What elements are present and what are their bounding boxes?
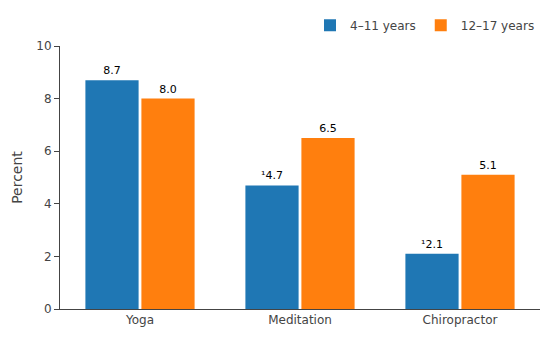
svg-text:0: 0 — [44, 302, 52, 316]
svg-text:Yoga: Yoga — [125, 313, 154, 327]
svg-text:4–11 years: 4–11 years — [350, 19, 416, 33]
svg-text:Chiropractor: Chiropractor — [423, 313, 498, 327]
svg-text:6: 6 — [44, 144, 52, 158]
svg-text:6.5: 6.5 — [319, 122, 337, 135]
svg-text:2: 2 — [44, 250, 52, 264]
svg-text:8: 8 — [44, 92, 52, 106]
svg-text:Percent: Percent — [9, 151, 25, 204]
svg-text:8.7: 8.7 — [103, 64, 121, 77]
svg-text:10: 10 — [36, 39, 51, 53]
svg-text:8.0: 8.0 — [159, 83, 177, 96]
svg-text:5.1: 5.1 — [479, 159, 497, 172]
svg-text:12–17 years: 12–17 years — [461, 19, 534, 33]
svg-text:¹2.1: ¹2.1 — [421, 238, 443, 251]
svg-text:4: 4 — [44, 197, 52, 211]
svg-text:¹4.7: ¹4.7 — [261, 169, 283, 182]
svg-text:Meditation: Meditation — [268, 313, 332, 327]
